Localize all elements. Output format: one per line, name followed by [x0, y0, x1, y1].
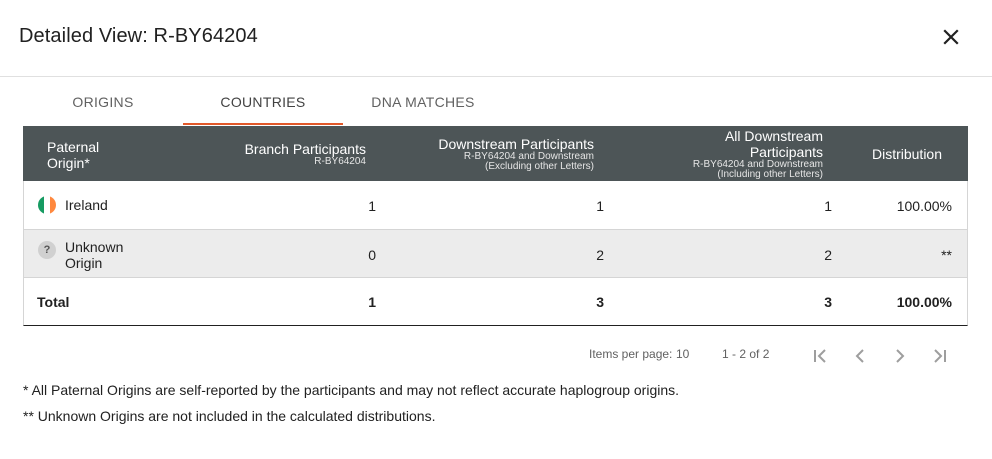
tab-countries[interactable]: COUNTRIES: [183, 78, 343, 126]
first-page-icon: [814, 349, 826, 363]
dialog-header: Detailed View: R-BY64204: [0, 0, 992, 77]
header-downstream-label: Downstream Participants: [438, 136, 594, 152]
distribution-value: 100.00%: [896, 198, 952, 214]
origin-name-line1: Unknown: [65, 239, 124, 255]
header-all-downstream-label2: Participants: [749, 144, 823, 160]
header-branch-label: Branch Participants: [244, 141, 366, 157]
origin-name: Ireland: [65, 197, 108, 213]
header-paternal-origin-line1: Paternal: [47, 139, 100, 155]
last-page-button[interactable]: [928, 344, 952, 368]
origin-name-line2: Origin: [65, 255, 103, 271]
table-total-row: Total 1 3 3 100.00%: [23, 278, 968, 326]
close-icon: [943, 29, 959, 45]
tab-dna-matches[interactable]: DNA MATCHES: [343, 78, 503, 126]
table-row: Ireland 1 1 1 100.00%: [23, 181, 968, 230]
last-page-icon: [934, 349, 946, 363]
items-per-page-label: Items per page:: [589, 347, 673, 361]
chevron-left-icon: [855, 349, 864, 363]
header-downstream-sub1: R-BY64204 and Downstream: [463, 151, 594, 162]
downstream-participants-value: 2: [596, 247, 604, 263]
table-header-row: Paternal Origin* Branch Participants R-B…: [23, 126, 968, 181]
tab-countries-label: COUNTRIES: [220, 94, 306, 110]
origin-name: Unknown Origin: [65, 239, 123, 271]
items-per-page-select[interactable]: 10: [676, 347, 690, 361]
tab-origins-label: ORIGINS: [72, 94, 134, 110]
header-paternal-origin[interactable]: Paternal Origin*: [47, 139, 99, 171]
header-distribution[interactable]: Distribution: [843, 146, 942, 162]
next-page-button[interactable]: [888, 344, 912, 368]
ireland-flag-icon: [38, 196, 56, 214]
total-downstream-value: 3: [596, 294, 604, 310]
header-downstream-sub2: (Excluding other Letters): [485, 161, 594, 172]
branch-participants-value: 0: [368, 247, 376, 263]
header-distribution-label: Distribution: [871, 146, 942, 162]
header-all-downstream-label: All Downstream: [724, 128, 823, 144]
page-range-label: 1 - 2 of 2: [722, 347, 770, 361]
tab-dna-matches-label: DNA MATCHES: [371, 94, 475, 110]
active-tab-indicator: [183, 123, 343, 125]
header-all-downstream-sub2: (Including other Letters): [717, 169, 823, 180]
previous-page-button[interactable]: [848, 344, 872, 368]
chevron-right-icon: [896, 349, 905, 363]
footnote-paternal-origins: * All Paternal Origins are self-reported…: [23, 382, 680, 398]
total-label: Total: [37, 294, 70, 310]
header-branch-sub: R-BY64204: [314, 156, 366, 167]
footnote-unknown-origins: ** Unknown Origins are not included in t…: [23, 408, 436, 424]
branch-participants-value: 1: [368, 198, 376, 214]
tab-origins[interactable]: ORIGINS: [23, 78, 183, 126]
header-all-downstream-participants[interactable]: All Downstream Participants R-BY64204 an…: [643, 128, 823, 180]
total-branch-value: 1: [368, 294, 376, 310]
table-row: ? Unknown Origin 0 2 2 **: [23, 230, 968, 278]
close-button[interactable]: [936, 22, 966, 52]
distribution-value: **: [941, 247, 952, 263]
total-all-downstream-value: 3: [824, 294, 832, 310]
header-paternal-origin-line2: Origin*: [47, 155, 90, 171]
dialog-title: Detailed View: R-BY64204: [19, 25, 258, 47]
tab-bar: ORIGINS COUNTRIES DNA MATCHES: [23, 78, 967, 126]
paginator: Items per page: 10 1 - 2 of 2: [0, 338, 992, 372]
first-page-button[interactable]: [808, 344, 832, 368]
all-downstream-participants-value: 1: [824, 198, 832, 214]
header-branch-participants[interactable]: Branch Participants R-BY64204: [203, 141, 366, 167]
header-all-downstream-sub1: R-BY64204 and Downstream: [692, 159, 823, 170]
all-downstream-participants-value: 2: [824, 247, 832, 263]
header-downstream-participants[interactable]: Downstream Participants R-BY64204 and Do…: [403, 136, 594, 172]
total-distribution-value: 100.00%: [896, 294, 952, 310]
downstream-participants-value: 1: [596, 198, 604, 214]
question-mark-icon: ?: [38, 241, 56, 259]
